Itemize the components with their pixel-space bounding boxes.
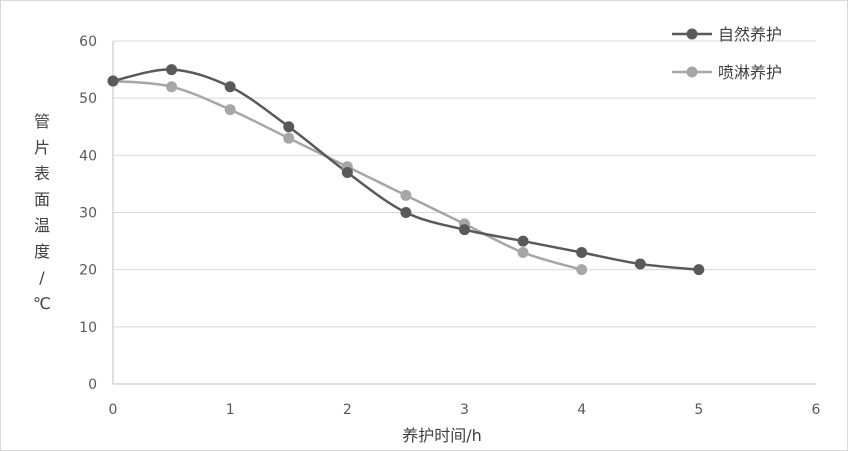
- data-point: [283, 132, 295, 144]
- legend-label: 喷淋养护: [718, 63, 782, 82]
- y-tick-label: 30: [79, 206, 97, 222]
- y-axis-title-char: 片: [33, 138, 50, 157]
- x-tick-label: 3: [460, 402, 469, 418]
- x-tick-label: 0: [109, 402, 118, 418]
- data-point: [166, 81, 178, 93]
- y-tick-label: 40: [79, 148, 97, 164]
- y-axis-title-char: 度: [33, 242, 50, 261]
- data-point: [107, 75, 119, 87]
- data-point: [576, 247, 588, 259]
- data-point: [517, 247, 529, 259]
- data-point: [400, 207, 412, 218]
- y-tick-label: 10: [79, 320, 97, 336]
- y-tick-labels: 0 10 20 30 40 50 60: [79, 34, 97, 393]
- y-tick-label: 50: [79, 91, 97, 107]
- data-point: [341, 166, 353, 178]
- legend-swatch-marker: [686, 28, 698, 40]
- y-axis-title-char: 面: [33, 190, 50, 209]
- x-tick-label: 2: [343, 402, 352, 418]
- y-axis-title-char: 温: [33, 216, 50, 235]
- data-point: [576, 264, 588, 276]
- data-point: [400, 189, 412, 201]
- gridlines: [113, 40, 816, 328]
- series-lines: [112, 68, 699, 271]
- series-line: [112, 68, 699, 271]
- legend-label: 自然养护: [718, 25, 782, 44]
- y-tick-label: 20: [79, 263, 97, 279]
- data-point: [166, 64, 178, 76]
- x-tick-label: 1: [226, 402, 235, 418]
- x-axis-title: 养护时间/h: [402, 426, 482, 445]
- y-tick-label: 60: [79, 34, 97, 50]
- data-point: [459, 224, 470, 236]
- x-tick-label: 6: [812, 402, 821, 418]
- series-points: [107, 64, 705, 276]
- data-point: [224, 81, 236, 93]
- data-point: [693, 264, 705, 276]
- x-tick-label: 5: [694, 402, 703, 418]
- data-point: [517, 235, 529, 247]
- y-axis-title-char: ℃: [33, 294, 51, 313]
- y-tick-label: 0: [88, 377, 97, 393]
- x-tick-labels: 0 1 2 3 4 5 6: [109, 402, 821, 418]
- data-point: [224, 104, 236, 116]
- axes: [112, 41, 816, 385]
- y-axis-title-char: 管: [33, 112, 50, 131]
- y-axis-title-char: /: [39, 268, 45, 287]
- legend-swatch-marker: [686, 66, 698, 78]
- data-point: [634, 258, 646, 270]
- y-axis-title-char: 表: [33, 164, 50, 183]
- data-point: [283, 121, 295, 133]
- x-tick-label: 4: [577, 402, 586, 418]
